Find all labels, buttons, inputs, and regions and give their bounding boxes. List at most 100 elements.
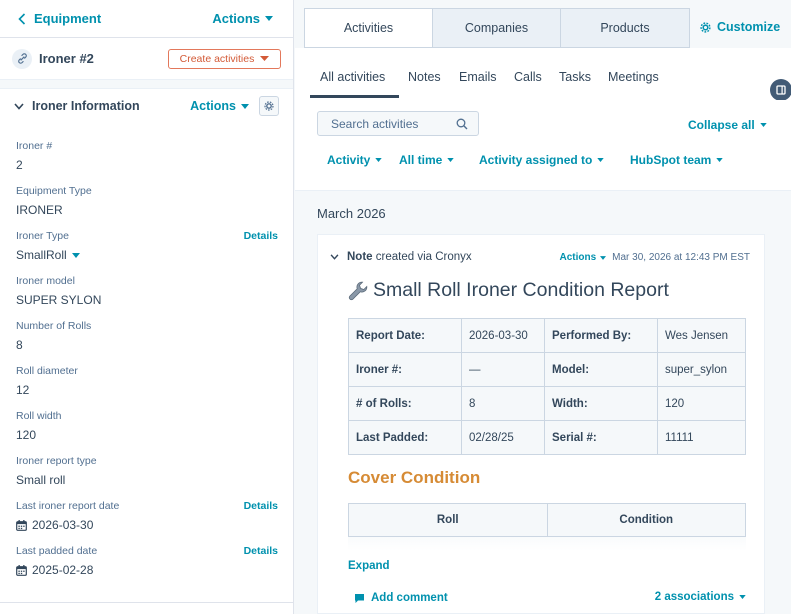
report-title: Small Roll Ironer Condition Report	[347, 279, 669, 302]
filter-activity[interactable]: Activity	[327, 153, 383, 167]
search-activities-input[interactable]: Search activities	[317, 111, 479, 136]
property-label: Last ironer report date	[16, 500, 120, 512]
tab-products[interactable]: Products	[600, 21, 650, 35]
details-link[interactable]: Details	[243, 230, 278, 242]
cover-condition-heading: Cover Condition	[348, 468, 481, 487]
associations-button[interactable]: 2 associations	[655, 591, 746, 603]
section-actions-button[interactable]: Actions	[190, 99, 249, 113]
report-table: Report Date: 2026-03-30 Performed By: We…	[348, 318, 746, 455]
filter-hubspot-team[interactable]: HubSpot team	[630, 153, 724, 167]
property-label: Ironer Type	[16, 230, 69, 242]
filter-activity-assigned-to[interactable]: Activity assigned to	[479, 153, 605, 167]
subtab-emails[interactable]: Emails	[459, 70, 497, 84]
customize-button[interactable]: Customize	[700, 20, 780, 34]
table-value: 120	[657, 386, 746, 421]
subtab-meetings[interactable]: Meetings	[608, 70, 659, 84]
actions-label: Actions	[212, 11, 260, 26]
chevron-left-icon	[18, 12, 26, 25]
details-link[interactable]: Details	[243, 545, 278, 557]
property-value[interactable]: Small roll	[16, 473, 278, 487]
property-value[interactable]: 8	[16, 338, 278, 352]
caret-down-icon	[71, 252, 80, 258]
note-actions-button[interactable]: Actions	[559, 252, 607, 263]
caret-down-icon	[716, 158, 724, 162]
table-key: Performed By:	[544, 318, 658, 353]
property-value[interactable]: 12	[16, 383, 278, 397]
filter-all-time[interactable]: All time	[399, 153, 455, 167]
cover-condition-table-header: Roll Condition	[348, 503, 746, 537]
details-link[interactable]: Details	[243, 500, 278, 512]
property-value-text: Small roll	[16, 473, 66, 487]
month-heading: March 2026	[317, 206, 386, 221]
note-header[interactable]: Note created via Cronyx	[330, 251, 472, 263]
table-key: Ironer #:	[348, 352, 462, 387]
sidebar-footer-divider	[0, 602, 293, 614]
section-header-ironer-information[interactable]: Ironer Information Actions	[0, 89, 293, 123]
table-key: Serial #:	[544, 420, 658, 455]
calendar-icon	[16, 519, 27, 531]
property-value[interactable]: IRONER	[16, 203, 278, 217]
subtab-calls[interactable]: Calls	[514, 70, 542, 84]
table-value: 8	[461, 386, 545, 421]
note-actions-label: Actions	[559, 252, 597, 263]
activity-panel: Activities Companies Products Customize …	[295, 0, 791, 614]
tab-activities[interactable]: Activities	[305, 9, 433, 47]
gear-icon	[700, 21, 711, 33]
property-value[interactable]: 2	[16, 158, 278, 172]
property-label: Ironer model	[16, 275, 75, 287]
record-tabs: Activities Companies Products	[304, 8, 690, 48]
sidebar-toggle-button[interactable]	[770, 79, 791, 101]
property-value[interactable]: 120	[16, 428, 278, 442]
avatar	[12, 48, 32, 69]
chevron-down-icon	[330, 254, 339, 260]
caret-down-icon	[600, 255, 607, 260]
active-tab-indicator	[310, 95, 399, 98]
record-actions-button[interactable]: Actions	[212, 11, 273, 26]
property-value[interactable]: SUPER SYLON	[16, 293, 278, 307]
property-value-text: 8	[16, 338, 23, 352]
property-label: Last padded date	[16, 545, 98, 557]
property-value-text: 2026-03-30	[32, 518, 94, 532]
property-value-date[interactable]: 2025-02-28	[16, 563, 278, 577]
table-row: Report Date: 2026-03-30 Performed By: We…	[348, 318, 746, 353]
property-value-text: IRONER	[16, 203, 63, 217]
filter-label: Activity assigned to	[479, 153, 593, 167]
table-value: —	[461, 352, 545, 387]
customize-label: Customize	[717, 20, 781, 34]
back-to-equipment-link[interactable]: Equipment	[18, 11, 101, 26]
column-header-roll: Roll	[349, 504, 548, 536]
filter-label: HubSpot team	[630, 153, 712, 167]
caret-down-icon	[760, 123, 767, 127]
filter-label: All time	[399, 153, 443, 167]
create-activities-label: Create activities	[179, 52, 255, 65]
record-title-row: Ironer #2 Create activities	[0, 38, 293, 79]
section-actions-label: Actions	[190, 99, 236, 113]
section-settings-button[interactable]	[259, 96, 279, 116]
sidebar-header: Equipment Actions	[0, 0, 293, 38]
property-value-dropdown[interactable]: SmallRoll	[16, 248, 278, 262]
back-label: Equipment	[34, 11, 102, 26]
subtab-all-activities[interactable]: All activities	[320, 70, 386, 84]
note-activity-card: Note created via Cronyx Actions Mar 30, …	[317, 234, 765, 614]
subtab-tasks[interactable]: Tasks	[559, 70, 591, 84]
property-ironer-type: Ironer Type Details SmallRoll	[16, 230, 278, 262]
subtab-notes[interactable]: Notes	[408, 70, 441, 84]
create-activities-button[interactable]: Create activities	[168, 48, 281, 69]
note-timestamp: Mar 30, 2026 at 12:43 PM EST	[612, 252, 750, 263]
table-value: 2026-03-30	[461, 318, 545, 353]
collapse-all-button[interactable]: Collapse all	[688, 118, 767, 132]
property-equipment-type: Equipment Type IRONER	[16, 185, 278, 217]
caret-down-icon	[597, 158, 605, 162]
expand-button[interactable]: Expand	[348, 560, 390, 572]
link-icon	[17, 53, 27, 64]
property-ironer-model: Ironer model SUPER SYLON	[16, 275, 278, 307]
tab-companies[interactable]: Companies	[433, 9, 561, 47]
property-label: Ironer #	[16, 140, 53, 152]
property-roll-diameter: Roll diameter 12	[16, 365, 278, 397]
property-last-ironer-report-date: Last ironer report date Details 2026-03-…	[16, 500, 278, 532]
search-icon	[456, 118, 468, 129]
property-ironer-number: Ironer # 2	[16, 140, 278, 172]
property-last-padded-date: Last padded date Details 2025-02-28	[16, 545, 278, 577]
add-comment-button[interactable]: Add comment	[354, 592, 448, 604]
property-value-date[interactable]: 2026-03-30	[16, 518, 278, 532]
